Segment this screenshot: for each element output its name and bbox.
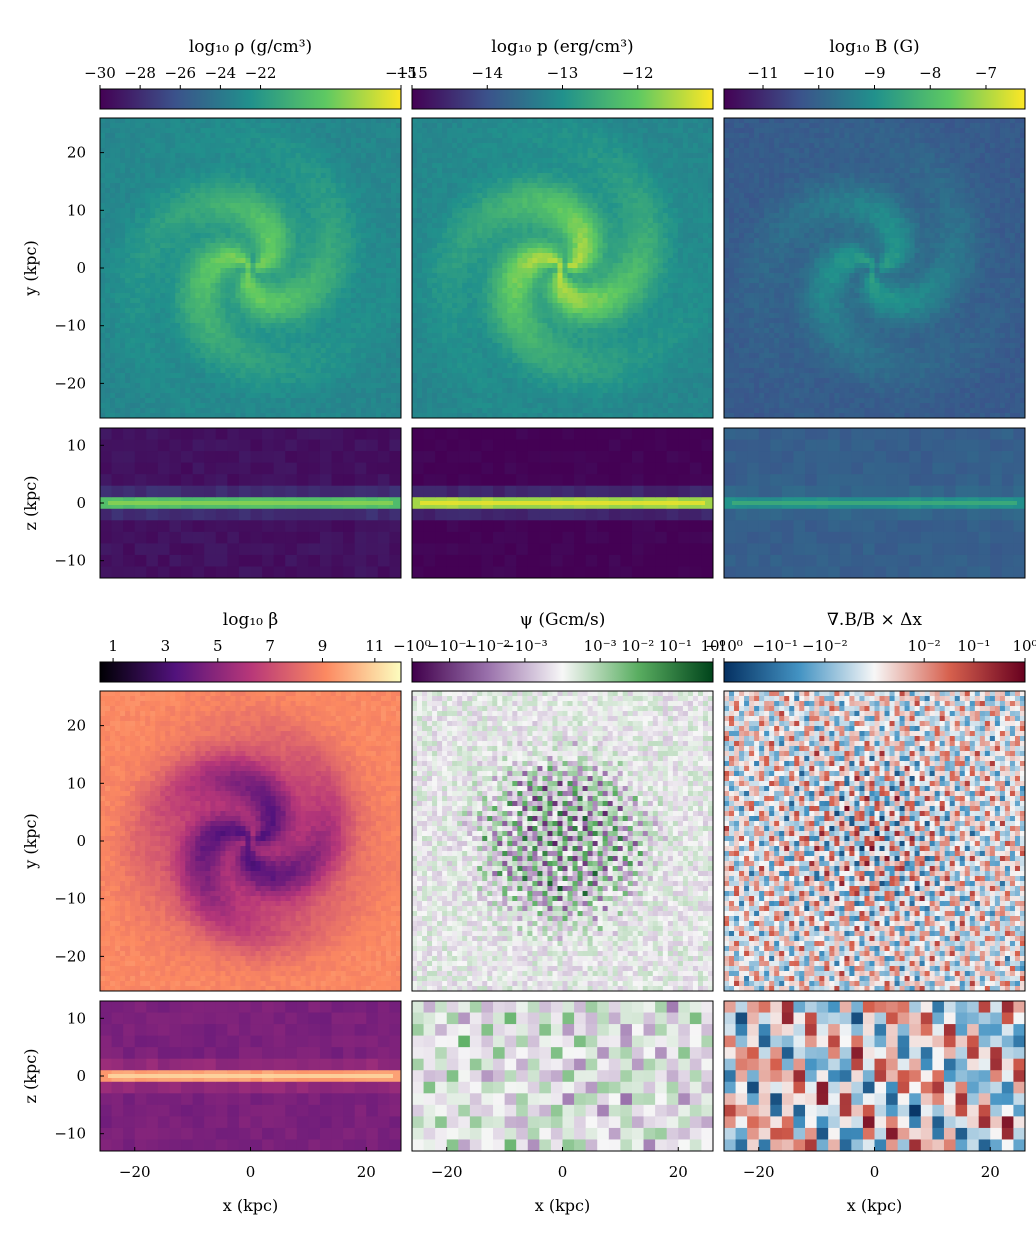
edge-on-panel bbox=[411, 427, 714, 579]
colorbar-tick-label: −8 bbox=[919, 64, 941, 82]
colorbar-title: ψ (Gcm/s) bbox=[520, 610, 606, 630]
colorbar-tick-label: −10⁰ bbox=[393, 637, 431, 655]
colorbar-tick-label: 10⁻² bbox=[908, 637, 941, 655]
panel-frame bbox=[723, 117, 1026, 419]
edge-on-panel bbox=[99, 427, 402, 579]
x-axis-label: x (kpc) bbox=[223, 1196, 279, 1215]
colorbar-tick-label: −7 bbox=[975, 64, 997, 82]
y-tick-label: −10 bbox=[54, 1125, 86, 1143]
colorbar-tick-label: 10⁻³ bbox=[584, 637, 617, 655]
face-on-panel bbox=[99, 690, 402, 992]
colorbar-title: log₁₀ β bbox=[223, 610, 278, 630]
colorbar-tick-label: −9 bbox=[863, 64, 885, 82]
x-tick-label: 20 bbox=[981, 1163, 1000, 1181]
colorbar-tick-label: −22 bbox=[245, 64, 277, 82]
colorbar bbox=[723, 661, 1026, 683]
face-on-panel bbox=[723, 117, 1026, 419]
y-axis-label: z (kpc) bbox=[21, 476, 40, 531]
edge-on-panel bbox=[411, 1000, 714, 1152]
colorbar-tick-label: −12 bbox=[622, 64, 654, 82]
colorbar bbox=[723, 88, 1026, 110]
edge-on-panel bbox=[99, 1000, 402, 1152]
y-tick-label: 0 bbox=[76, 259, 86, 277]
y-tick-label: 20 bbox=[67, 144, 86, 162]
colorbar-tick-label: 10⁰ bbox=[700, 637, 725, 655]
colorbar-tick-label: 10⁻¹ bbox=[659, 637, 692, 655]
y-tick-label: −10 bbox=[54, 890, 86, 908]
colorbar-tick-label: −30 bbox=[84, 64, 116, 82]
face-on-panel bbox=[411, 690, 714, 992]
edge-on-panel bbox=[723, 427, 1026, 579]
colorbar-tick-label: 9 bbox=[318, 637, 328, 655]
colorbar-tick-label: 10⁰ bbox=[1012, 637, 1036, 655]
x-tick-label: 20 bbox=[669, 1163, 688, 1181]
colorbar-title: log₁₀ B (G) bbox=[829, 37, 919, 57]
x-tick-label: −20 bbox=[431, 1163, 463, 1181]
y-axis-label: z (kpc) bbox=[21, 1049, 40, 1104]
x-axis-label: x (kpc) bbox=[847, 1196, 903, 1215]
colorbar-tick-label: −11 bbox=[747, 64, 779, 82]
panel-frame bbox=[723, 427, 1026, 579]
colorbar-tick-label: 10⁻² bbox=[621, 637, 654, 655]
face-on-panel bbox=[411, 117, 714, 419]
colorbar-tick-label: −15 bbox=[385, 64, 417, 82]
colorbar bbox=[411, 88, 714, 110]
y-tick-label: −20 bbox=[54, 374, 86, 392]
edge-on-panel bbox=[723, 1000, 1026, 1152]
colorbar-tick-label: 1 bbox=[108, 637, 118, 655]
y-tick-label: −10 bbox=[54, 317, 86, 335]
y-tick-label: −20 bbox=[54, 947, 86, 965]
colorbar-title: ∇.B/B × Δx bbox=[827, 610, 922, 630]
colorbar-tick-label: −24 bbox=[205, 64, 237, 82]
x-tick-label: 0 bbox=[870, 1163, 880, 1181]
colorbar-tick-label: −13 bbox=[547, 64, 579, 82]
colorbar-tick-label: −28 bbox=[124, 64, 156, 82]
y-axis-label: y (kpc) bbox=[21, 813, 40, 870]
colorbar bbox=[99, 88, 402, 110]
colorbar-tick-label: −10⁻² bbox=[464, 637, 510, 655]
y-tick-label: 20 bbox=[67, 717, 86, 735]
colorbar-tick-label: 11 bbox=[365, 637, 384, 655]
panel-frame bbox=[723, 690, 1026, 992]
face-on-panel bbox=[723, 690, 1026, 992]
panel-frame bbox=[411, 427, 714, 579]
colorbar-tick-label: −10⁻³ bbox=[502, 637, 548, 655]
y-tick-label: 10 bbox=[67, 436, 86, 454]
colorbar-tick-label: 7 bbox=[265, 637, 275, 655]
face-on-panel bbox=[99, 117, 402, 419]
colorbar-tick-label: −10⁻¹ bbox=[427, 637, 473, 655]
panel-frame bbox=[411, 690, 714, 992]
colorbar-tick-label: −10⁰ bbox=[705, 637, 743, 655]
colorbar-tick-label: −10⁻¹ bbox=[752, 637, 798, 655]
colorbar bbox=[99, 661, 402, 683]
colorbar-tick-label: 10⁻¹ bbox=[957, 637, 990, 655]
x-tick-label: 20 bbox=[357, 1163, 376, 1181]
x-tick-label: 0 bbox=[558, 1163, 568, 1181]
colorbar-tick-label: −14 bbox=[471, 64, 503, 82]
colorbar-title: log₁₀ ρ (g/cm³) bbox=[189, 37, 312, 57]
colorbar-title: log₁₀ p (erg/cm³) bbox=[491, 37, 633, 57]
colorbar-tick-label: 3 bbox=[161, 637, 171, 655]
y-tick-label: 0 bbox=[76, 494, 86, 512]
colorbar-tick-label: −10⁻² bbox=[802, 637, 848, 655]
x-axis-label: x (kpc) bbox=[535, 1196, 591, 1215]
x-tick-label: −20 bbox=[119, 1163, 151, 1181]
y-tick-label: 0 bbox=[76, 1067, 86, 1085]
y-tick-label: 10 bbox=[67, 774, 86, 792]
y-tick-label: 10 bbox=[67, 1009, 86, 1027]
y-tick-label: 0 bbox=[76, 832, 86, 850]
y-tick-label: −10 bbox=[54, 552, 86, 570]
colorbar bbox=[411, 661, 714, 683]
colorbar-tick-label: −10 bbox=[803, 64, 835, 82]
x-tick-label: 0 bbox=[246, 1163, 256, 1181]
colorbar-tick-label: 5 bbox=[213, 637, 223, 655]
colorbar-tick-label: −15 bbox=[396, 64, 428, 82]
y-axis-label: y (kpc) bbox=[21, 240, 40, 297]
x-tick-label: −20 bbox=[743, 1163, 775, 1181]
panel-frame bbox=[411, 117, 714, 419]
colorbar-tick-label: −26 bbox=[164, 64, 196, 82]
y-tick-label: 10 bbox=[67, 201, 86, 219]
